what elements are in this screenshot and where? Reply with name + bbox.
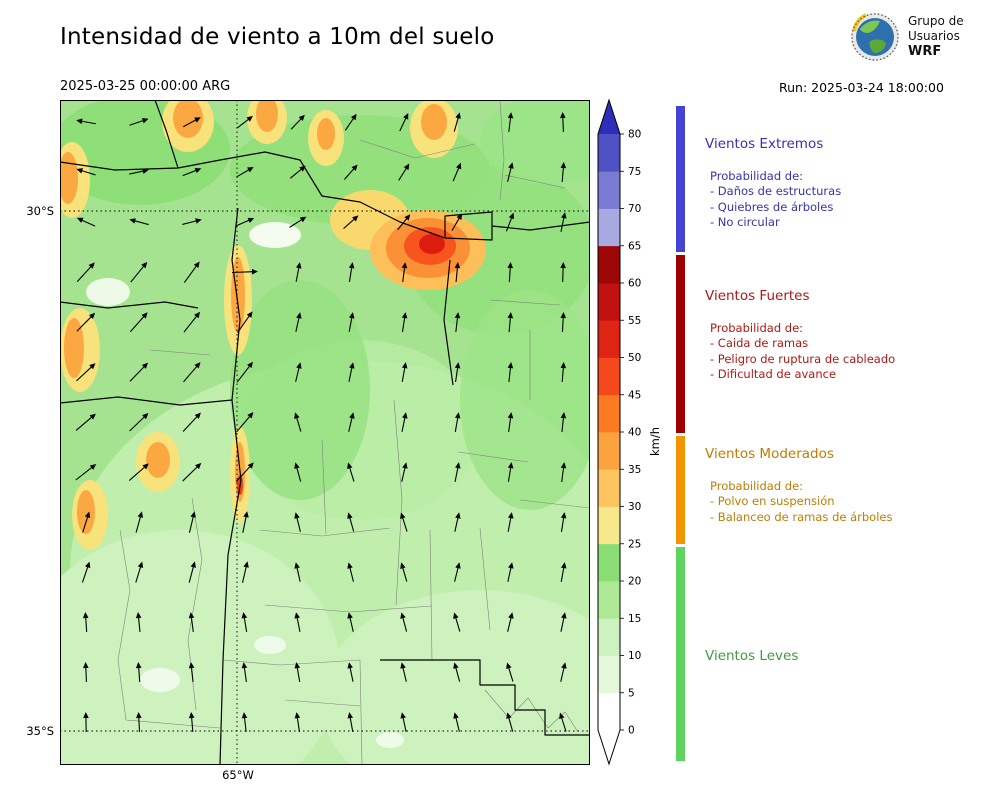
wind-map <box>60 100 590 765</box>
svg-text:45: 45 <box>628 389 641 401</box>
legend-item: - Quiebres de árboles <box>710 199 834 214</box>
legend-title-extremos: Vientos Extremos <box>705 136 824 152</box>
legend-title-leves: Vientos Leves <box>705 648 799 664</box>
run-timestamp: Run: 2025-03-24 18:00:00 <box>779 80 944 95</box>
legend-item: - No circular <box>710 215 780 230</box>
legend-vientos-extremos: Vientos Extremos Probabilidad de: - Daño… <box>705 136 975 231</box>
svg-text:10: 10 <box>628 650 641 662</box>
colorbar: 0 5 10 15 20 25 30 35 40 45 50 55 60 65 70 75 80 <box>597 98 641 766</box>
wrf-logo-text: Grupo de Usuarios WRF <box>908 14 964 60</box>
legend-item: - Peligro de ruptura de cableado <box>710 351 896 366</box>
lat-tick-30s: 30°S <box>26 204 54 218</box>
svg-text:40: 40 <box>628 427 641 439</box>
legend-item: - Caida de ramas <box>710 336 809 350</box>
legend-item: - Balanceo de ramas de árboles <box>710 509 893 524</box>
svg-text:60: 60 <box>628 278 641 290</box>
legend-items-extremos: - Daños de estructuras - Quiebres de árbo… <box>710 184 975 231</box>
page-title: Intensidad de viento a 10m del suelo <box>60 24 495 50</box>
wrf-globe-icon <box>851 13 899 61</box>
province-borders <box>60 100 590 765</box>
graticule-lines <box>60 100 590 765</box>
logo-line-3: WRF <box>908 43 942 59</box>
svg-text:55: 55 <box>628 315 641 327</box>
wind-arrows <box>75 112 567 733</box>
legend-title-fuertes: Vientos Fuertes <box>705 288 810 304</box>
svg-text:25: 25 <box>628 538 641 550</box>
legend-strip-segment-1 <box>676 255 685 433</box>
wrf-user-group-logo: Grupo de Usuarios WRF <box>849 10 964 64</box>
svg-text:50: 50 <box>628 352 641 364</box>
legend-strip-segment-3 <box>676 547 685 761</box>
legend-vientos-fuertes: Vientos Fuertes Probabilidad de: - Caida… <box>705 288 975 383</box>
department-borders <box>117 100 590 765</box>
logo-line-2: Usuarios <box>908 28 960 43</box>
lat-tick-35s: 35°S <box>26 724 54 738</box>
legend-vientos-leves: Vientos Leves <box>705 648 975 664</box>
svg-text:20: 20 <box>628 576 641 588</box>
svg-text:35: 35 <box>628 464 641 476</box>
svg-text:70: 70 <box>628 203 641 215</box>
svg-text:15: 15 <box>628 613 641 625</box>
legend-strip-segment-0 <box>676 106 685 252</box>
map-frame <box>60 100 590 765</box>
svg-text:30: 30 <box>628 501 641 513</box>
legend-subtitle-fuertes: Probabilidad de: <box>710 321 804 335</box>
legend-item: - Daños de estructuras <box>710 184 842 198</box>
legend-subtitle-extremos: Probabilidad de: <box>710 169 804 183</box>
legend-vientos-moderados: Vientos Moderados Probabilidad de: - Pol… <box>705 446 975 525</box>
legend-subtitle-moderados: Probabilidad de: <box>710 479 804 493</box>
svg-text:0: 0 <box>628 725 635 737</box>
svg-text:5: 5 <box>628 687 635 699</box>
svg-text:80: 80 <box>628 129 641 141</box>
svg-text:75: 75 <box>628 166 641 178</box>
legend-item: - Polvo en suspensión <box>710 494 835 508</box>
legend-items-moderados: - Polvo en suspensión - Balanceo de ramas… <box>710 494 975 525</box>
legend-strip-segment-2 <box>676 436 685 544</box>
lon-tick-65w: 65°W <box>222 768 254 782</box>
colorbar-unit-label: km/h <box>648 426 662 456</box>
svg-text:65: 65 <box>628 240 641 252</box>
legend-items-fuertes: - Caida de ramas - Peligro de ruptura de … <box>710 336 975 383</box>
valid-datetime: 2025-03-25 00:00:00 ARG <box>60 79 231 94</box>
legend-color-strip <box>676 106 685 764</box>
legend-item: - Dificultad de avance <box>710 367 837 382</box>
legend-title-moderados: Vientos Moderados <box>705 446 834 462</box>
logo-line-1: Grupo de <box>908 13 964 28</box>
wind-speed-field <box>60 100 590 765</box>
